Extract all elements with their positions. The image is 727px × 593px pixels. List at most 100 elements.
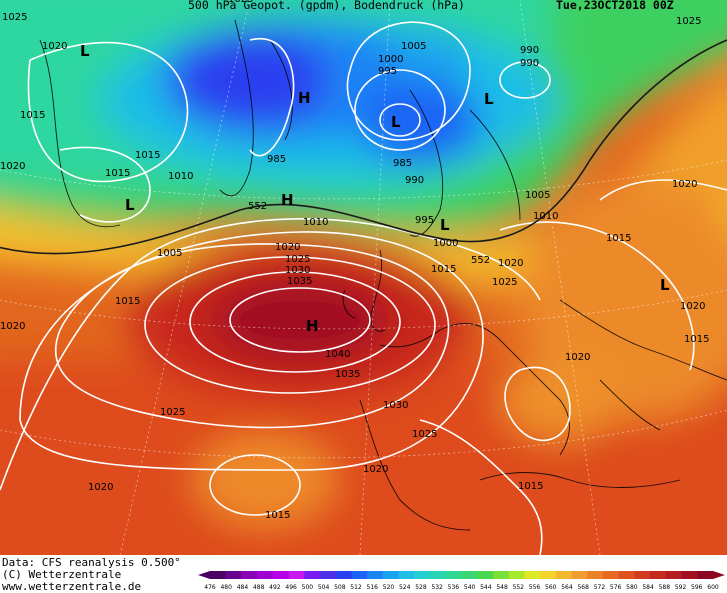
- geopotential-field: 1025 1020 1015 1020 1015 1010 1005 1015 …: [0, 0, 727, 555]
- legend-swatch: [602, 571, 620, 579]
- isobar-label: 1025: [676, 16, 701, 27]
- isobar-label: 1015: [431, 264, 456, 275]
- isobar-label: 985: [267, 154, 286, 165]
- legend-tick-label: 544: [480, 584, 492, 591]
- isobar-labels: 1025 1020 1015 1020 1015 1010 1005 1015 …: [0, 0, 709, 521]
- legend-tick-label: 588: [659, 584, 671, 591]
- legend-swatch: [587, 571, 604, 579]
- legend-swatch: [272, 571, 290, 579]
- legend-swatch: [477, 571, 494, 579]
- isobar-label: 1035: [287, 276, 312, 287]
- isobar-label: 1020: [680, 301, 705, 312]
- legend-swatch: [241, 571, 258, 579]
- legend-tick-label: 488: [253, 584, 265, 591]
- copyright: (C) Wetterzentrale: [2, 568, 122, 581]
- legend-tick-label: 552: [513, 584, 525, 591]
- isobar-label: 1020: [0, 161, 25, 172]
- legend-swatch: [225, 571, 242, 579]
- legend-swatch: [634, 571, 651, 579]
- legend-tick-label: 476: [204, 584, 216, 591]
- isobar-label: 1025: [285, 254, 310, 265]
- isobar-label: 1025: [160, 407, 185, 418]
- legend-swatch: [367, 571, 384, 579]
- isobar-label: 990: [405, 175, 424, 186]
- isobar-label: 1000: [433, 238, 458, 249]
- legend-swatch: [320, 571, 337, 579]
- legend-swatch: [288, 571, 305, 579]
- legend-tick-label: 548: [496, 584, 508, 591]
- legend-tick-label: 596: [691, 584, 703, 591]
- legend-swatch: [571, 571, 588, 579]
- legend-tick-label: 592: [675, 584, 687, 591]
- legend-arrow-right: [713, 571, 725, 579]
- isobar-label: 1020: [363, 464, 388, 475]
- isobar-label: 1035: [335, 369, 360, 380]
- low-center: L: [440, 216, 450, 234]
- legend-swatch: [210, 571, 227, 579]
- legend-swatch: [697, 571, 714, 579]
- legend-tick-label: 492: [269, 584, 281, 591]
- legend-tick-label: 564: [561, 584, 573, 591]
- website-link[interactable]: www.wetterzentrale.de: [2, 580, 142, 593]
- isobar-label: 1005: [401, 41, 426, 52]
- legend-swatch: [650, 571, 667, 579]
- isobars: [0, 21, 727, 555]
- legend-tick-label: 528: [415, 584, 427, 591]
- map-title: 500 hPa Geopot. (gpdm), Bodendruck (hPa): [188, 0, 465, 12]
- legend-tick-label: 580: [626, 584, 638, 591]
- weather-map: 1025 1020 1015 1020 1015 1010 1005 1015 …: [0, 0, 727, 555]
- isobar-label: 1020: [42, 41, 67, 52]
- geopotential-552-line: [0, 39, 727, 255]
- legend-tick-label: 536: [448, 584, 460, 591]
- legend-tick-label: 516: [367, 584, 379, 591]
- map-date: Tue,23OCT2018 00Z: [556, 0, 674, 12]
- legend-swatch: [681, 571, 698, 579]
- isobar-label: 1010: [168, 171, 193, 182]
- isobar-label: 1020: [498, 258, 523, 269]
- low-center: L: [80, 42, 90, 60]
- isobar-label: 990: [520, 45, 539, 56]
- legend-swatch: [430, 571, 447, 579]
- isobar-label: 1015: [115, 296, 140, 307]
- isobar-label: 1025: [412, 429, 437, 440]
- isobar-label: 1005: [525, 190, 550, 201]
- isobar-label: 1015: [684, 334, 709, 345]
- legend-tick-label: 520: [383, 584, 395, 591]
- isobar-label: 1015: [606, 233, 631, 244]
- legend-swatch: [524, 571, 541, 579]
- legend-tick-label: 504: [318, 584, 330, 591]
- legend-tick-label: 584: [642, 584, 654, 591]
- isobar-label: 1010: [533, 211, 558, 222]
- legend-swatch: [257, 571, 274, 579]
- legend-tick-label: 496: [285, 584, 297, 591]
- isobar-label: 1015: [518, 481, 543, 492]
- isobar-label: 1020: [565, 352, 590, 363]
- low-center: L: [391, 113, 401, 131]
- geopotential-labels: 552 552: [248, 201, 490, 266]
- legend-tick-label: 560: [545, 584, 557, 591]
- legend-swatch: [492, 571, 510, 579]
- coastlines: [39, 19, 727, 531]
- isobar-label: 1015: [20, 110, 45, 121]
- isobar-label: 1015: [265, 510, 290, 521]
- legend-tick-label: 484: [237, 584, 249, 591]
- legend-tick-label: 480: [220, 584, 232, 591]
- legend-swatch: [665, 571, 683, 579]
- legend-tick-label: 500: [302, 584, 314, 591]
- legend-swatch: [304, 571, 321, 579]
- high-center: H: [281, 191, 294, 209]
- geopotential-label: 552: [471, 255, 490, 266]
- legend-tick-label: 572: [594, 584, 606, 591]
- legend-swatch: [461, 571, 478, 579]
- legend-swatch: [335, 571, 352, 579]
- legend-swatch: [445, 571, 462, 579]
- low-center: L: [125, 196, 135, 214]
- isobar-label: 995: [378, 66, 397, 77]
- isobar-label: 985: [393, 158, 412, 169]
- isobar-label: 1025: [2, 12, 27, 23]
- color-legend: 476 480 484 488 492 496 500 504 508 512 516 520 524 5…: [198, 571, 725, 591]
- isobar-label: 1020: [0, 321, 25, 332]
- legend-swatch: [555, 571, 573, 579]
- legend-swatch: [540, 571, 557, 579]
- isobar-label: 1040: [325, 349, 350, 360]
